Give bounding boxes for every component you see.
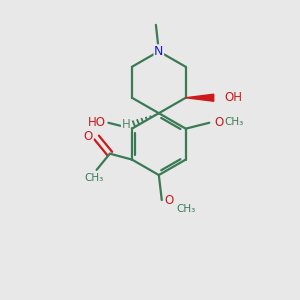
Text: O: O [214,116,224,129]
Text: O: O [164,194,173,207]
Text: CH₃: CH₃ [225,117,244,127]
Text: CH₃: CH₃ [85,173,104,183]
Text: HO: HO [88,116,106,129]
Text: CH₃: CH₃ [176,204,196,214]
Text: N: N [154,45,164,58]
Polygon shape [186,94,214,101]
Text: O: O [84,130,93,143]
Text: OH: OH [224,91,242,104]
Text: H: H [122,118,130,131]
